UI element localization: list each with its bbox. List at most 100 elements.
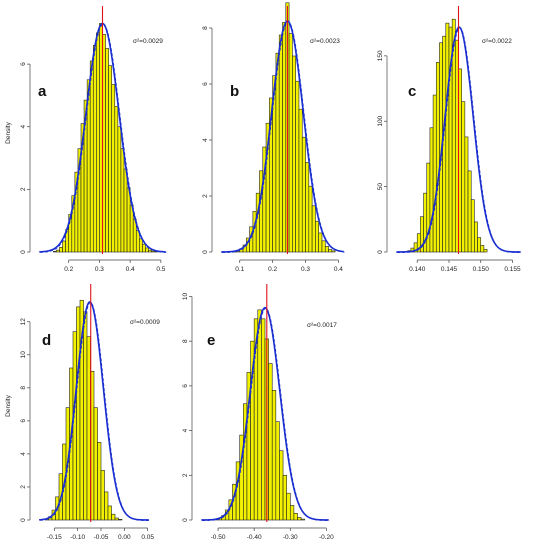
x-tick-label: 0.3: [95, 266, 104, 273]
x-tick-label: 0.145: [441, 266, 458, 273]
y-tick-label: 0: [202, 250, 209, 254]
histogram-bar: [107, 505, 112, 521]
histogram-bar: [318, 232, 323, 253]
histogram-bar: [315, 220, 319, 253]
histogram-bar: [474, 221, 478, 253]
x-tick-label: 0.3: [301, 266, 310, 273]
histogram-bar: [92, 45, 97, 253]
histogram-bar: [62, 240, 66, 253]
x-tick-label: 0.5: [156, 266, 165, 273]
y-tick-label: 0: [20, 518, 27, 522]
y-tick-label: 4: [182, 428, 189, 432]
y-tick-label: 0: [20, 250, 27, 254]
x-tick-label: -0.10: [70, 534, 85, 541]
histogram-bar: [321, 240, 326, 253]
histogram-bar: [108, 65, 113, 253]
x-tick-label: -0.15: [47, 534, 62, 541]
histogram-bar: [148, 249, 152, 253]
histogram-bar: [261, 318, 266, 521]
x-tick-label: 0.00: [118, 534, 131, 541]
variance-label: σ²=0.0017: [307, 322, 337, 329]
x-tick-label: -0.40: [247, 534, 262, 541]
histogram-bar: [142, 243, 146, 253]
histogram-bar: [257, 309, 262, 521]
density-curve: [39, 301, 149, 521]
panel-letter: d: [42, 332, 51, 349]
histogram-bar: [145, 247, 149, 253]
histogram-bar: [111, 84, 116, 253]
panel-letter: c: [408, 83, 416, 100]
y-tick-label: 12: [20, 318, 27, 326]
histogram-bar: [282, 474, 287, 521]
y-tick-label: 2: [202, 194, 209, 198]
histogram-bar: [123, 168, 128, 253]
normal-reference-curve: [397, 27, 522, 253]
y-tick-label: 50: [377, 183, 384, 191]
histogram-bar: [297, 517, 302, 521]
y-tick-label: 6: [20, 62, 27, 66]
y-tick-label: 10: [20, 351, 27, 359]
histogram-bar: [139, 238, 143, 253]
histogram-bar: [470, 199, 475, 253]
y-axis-label: Density: [5, 121, 12, 143]
histogram-bar: [76, 306, 81, 521]
histogram-bar: [483, 249, 488, 253]
y-tick-label: 10: [182, 292, 189, 300]
x-tick-label: -0.50: [211, 534, 226, 541]
histogram-bar: [477, 237, 482, 253]
panel-letter: a: [38, 83, 47, 100]
histogram-bar: [118, 519, 123, 521]
histogram-bar: [117, 126, 122, 253]
histogram-bar: [271, 390, 277, 521]
histogram-bar: [432, 94, 437, 253]
histogram-bar: [308, 185, 313, 253]
histogram-bar: [464, 136, 469, 253]
x-tick-label: -0.30: [283, 534, 298, 541]
histogram-bar: [89, 60, 94, 253]
variance-label: σ²=0.0023: [310, 38, 340, 45]
y-tick-label: 100: [377, 115, 384, 126]
normal-reference-curve: [202, 307, 330, 521]
panel-letter: e: [207, 332, 215, 349]
x-tick-label: -0.20: [319, 534, 334, 541]
histogram-bar: [114, 517, 119, 521]
histogram-bar: [86, 336, 91, 521]
y-tick-label: 8: [202, 26, 209, 30]
histogram-bar: [59, 247, 63, 253]
y-tick-label: 8: [20, 386, 27, 390]
histogram-bar: [279, 450, 284, 521]
y-tick-label: 4: [20, 125, 27, 129]
density-curve: [221, 20, 344, 253]
y-tick-label: 2: [20, 187, 27, 191]
histogram-bar: [331, 250, 336, 253]
x-tick-label: -0.05: [94, 534, 109, 541]
chart-panel-c: 0.140 0.145 0.150 0.155 0 50 100 150 c σ²=0.0022: [377, 6, 522, 273]
histogram-bar: [295, 80, 300, 253]
y-tick-label: 4: [20, 452, 27, 456]
histogram-bar: [100, 470, 105, 521]
histogram-bar: [328, 249, 333, 253]
histogram-bar: [305, 162, 310, 253]
y-tick-label: 8: [182, 339, 189, 343]
y-tick-label: 0: [182, 518, 189, 522]
histogram-bar: [151, 250, 156, 253]
histogram-bar: [461, 101, 466, 253]
histogram-bar: [275, 421, 280, 521]
x-tick-label: 0.2: [64, 266, 73, 273]
variance-label: σ²=0.0009: [130, 319, 160, 326]
histogram-bar: [292, 55, 296, 253]
histogram-bar: [480, 245, 485, 253]
variance-label: σ²=0.0022: [482, 38, 512, 45]
histogram-bar: [126, 187, 131, 253]
x-tick-label: 0.2: [268, 266, 277, 273]
histogram-bar: [301, 136, 306, 253]
histogram-bar: [96, 32, 100, 253]
histogram-bar: [105, 48, 109, 253]
chart-panel-e: -0.50 -0.40 -0.30 -0.20 0 2 4 6 8 10 e σ²=0.0017: [182, 284, 337, 541]
chart-panel-a: 0.2 0.3 0.4 0.5 0 2 4 6 Density a σ²=0.0029: [5, 6, 167, 273]
histogram-bar: [445, 22, 450, 253]
histogram-bar: [97, 442, 102, 521]
histogram-bar: [298, 108, 303, 253]
x-tick-label: 0.4: [126, 266, 135, 273]
